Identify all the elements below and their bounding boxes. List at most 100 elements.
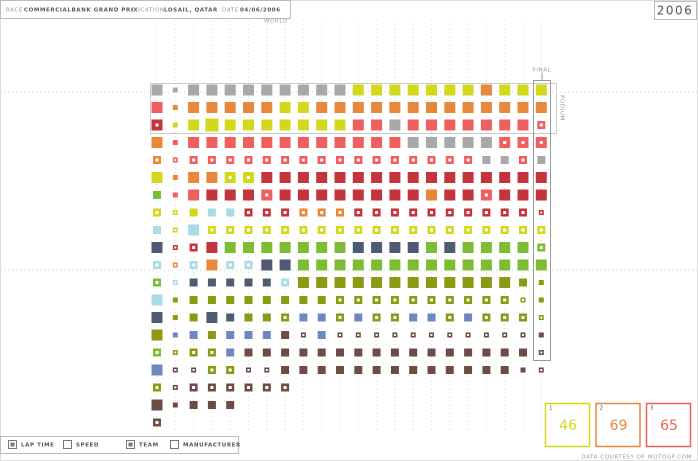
checkbox[interactable]: [63, 440, 72, 449]
cell: [480, 137, 492, 148]
cell-dot: [210, 368, 214, 372]
cell: [390, 348, 399, 357]
cell: [480, 242, 492, 253]
cell-dot: [375, 316, 379, 319]
cell: [207, 208, 216, 217]
cell: [316, 259, 328, 271]
cell-dot: [155, 158, 159, 162]
cell: [317, 348, 326, 357]
cell-dot: [375, 228, 379, 232]
label: DATE: [222, 8, 239, 14]
cell: [426, 137, 437, 148]
cell: [279, 119, 291, 131]
cell: [334, 189, 346, 201]
cell: [151, 294, 163, 306]
cell: [499, 102, 511, 113]
cell: [206, 102, 218, 113]
cell: [372, 366, 381, 374]
cell-dot: [283, 386, 287, 389]
cell: [354, 348, 363, 357]
cell: [352, 189, 364, 201]
cell: [499, 277, 511, 288]
cell-dot: [320, 158, 324, 162]
cell: [316, 172, 328, 183]
cell: [189, 296, 198, 304]
cell: [207, 331, 216, 339]
cell: [462, 172, 474, 183]
cell-dot: [393, 316, 397, 319]
cell: [279, 242, 291, 253]
cell: [244, 348, 253, 357]
cell-dot: [484, 211, 488, 214]
legend-label[interactable]: SPEED: [76, 443, 99, 449]
cell: [517, 259, 529, 271]
cell: [244, 313, 253, 322]
cell: [205, 118, 219, 132]
cell: [297, 119, 309, 131]
cell: [427, 313, 436, 322]
cell: [464, 313, 473, 322]
podium-place: 3: [650, 406, 654, 412]
cell: [389, 172, 401, 183]
cell: [444, 242, 456, 253]
cell: [297, 137, 309, 148]
cell: [444, 259, 456, 271]
legend-label[interactable]: MANUFACTURER: [183, 443, 241, 449]
cell: [426, 84, 437, 96]
race: COMMERCIALBANK GRAND PRIX: [24, 8, 139, 14]
cell: [316, 137, 328, 148]
cell-dot: [174, 246, 177, 249]
cell: [261, 172, 273, 183]
checkbox[interactable]: [170, 440, 179, 449]
cell: [499, 172, 511, 183]
cell: [281, 366, 290, 374]
cell-dot: [411, 298, 415, 302]
cell: [482, 156, 491, 164]
cell: [206, 189, 218, 201]
cell-dot: [247, 158, 250, 162]
cell: [427, 348, 436, 357]
cell-dot: [174, 351, 177, 354]
cell: [281, 296, 290, 304]
legend-label[interactable]: TEAM: [139, 443, 159, 449]
cell: [537, 156, 546, 164]
cell-dot: [485, 334, 488, 336]
cell-dot: [192, 263, 196, 267]
cell: [535, 172, 547, 183]
cell: [317, 296, 326, 304]
cell: [226, 208, 235, 217]
podium-number: 46: [559, 418, 577, 434]
cell: [279, 172, 291, 183]
cell: [297, 172, 309, 183]
cell: [299, 313, 308, 322]
cell: [317, 313, 326, 322]
cell: [445, 366, 454, 374]
podium-box: [544, 402, 591, 448]
cell: [189, 208, 198, 217]
cell: [462, 259, 474, 271]
cell: [519, 278, 527, 287]
cell: [407, 277, 419, 288]
cell: [427, 366, 436, 374]
cell: [389, 242, 401, 253]
cell: [444, 189, 456, 201]
cell-dot: [265, 228, 269, 232]
cell-dot: [448, 211, 452, 214]
header-box: [0, 0, 291, 19]
cell: [188, 119, 200, 131]
cell: [244, 296, 253, 304]
cell-dot: [155, 211, 159, 214]
cell: [262, 331, 271, 339]
cell-dot: [484, 193, 488, 197]
cell: [151, 364, 163, 376]
cell: [262, 313, 271, 322]
year: 2006: [657, 4, 694, 18]
legend-label[interactable]: LAP TIME: [21, 443, 55, 449]
cell: [188, 137, 200, 148]
cell-dot: [448, 316, 452, 319]
cell: [206, 312, 218, 323]
cell: [316, 277, 328, 288]
cell-dot: [338, 316, 342, 319]
cell: [316, 102, 328, 113]
cell: [426, 242, 437, 253]
